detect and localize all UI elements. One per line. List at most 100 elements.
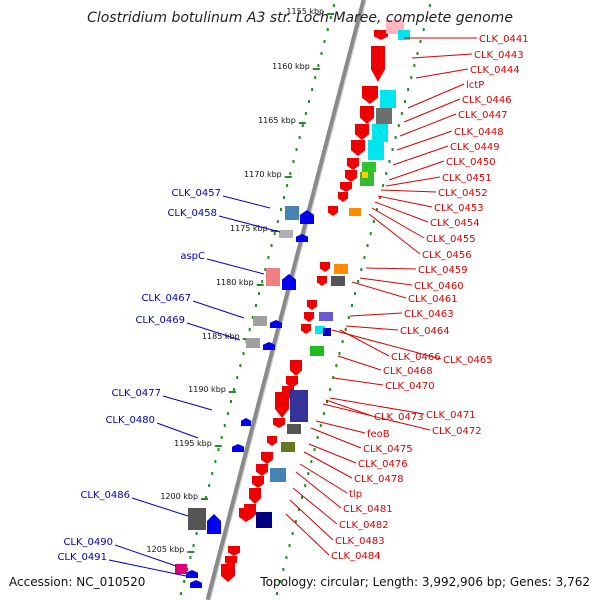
- reverse-gene-label[interactable]: CLK_0482: [339, 520, 389, 531]
- reverse-gene-label[interactable]: CLK_0446: [462, 95, 512, 106]
- reverse-label-leader: [392, 145, 449, 166]
- inner-ring-dot: [416, 52, 419, 55]
- inner-ring-dot: [354, 292, 357, 295]
- inner-ring-dot: [363, 256, 366, 259]
- outer-ring-dot: [258, 292, 261, 295]
- inner-ring-dot: [357, 280, 360, 283]
- tick-label: 1195 kbp: [174, 439, 212, 448]
- reverse-gene-label[interactable]: CLK_0455: [426, 234, 476, 245]
- forward-label-leader: [156, 422, 199, 439]
- reverse-gene-label[interactable]: feoB: [367, 429, 390, 440]
- inner-ring-dot: [347, 316, 350, 319]
- forward-gene-label[interactable]: CLK_0480: [105, 415, 155, 426]
- inner-ring-dot: [382, 184, 385, 187]
- tick-label: 1200 kbp: [160, 492, 198, 501]
- reverse-gene-label[interactable]: CLK_0465: [443, 355, 493, 366]
- forward-gene-label[interactable]: CLK_0458: [167, 208, 217, 219]
- inner-ring-dot: [329, 388, 332, 391]
- forward-gene-arrow: [241, 418, 251, 426]
- outer-ring-dot: [189, 556, 192, 559]
- reverse-gene-label[interactable]: CLK_0483: [335, 536, 385, 547]
- reverse-gene-label[interactable]: CLK_0448: [454, 127, 504, 138]
- feature-block: [380, 90, 396, 108]
- outer-ring-dot: [329, 16, 332, 19]
- reverse-gene-label[interactable]: CLK_0443: [474, 50, 524, 61]
- reverse-label-leader: [403, 98, 461, 123]
- inner-ring-dot: [326, 400, 328, 403]
- inner-ring-dot: [332, 376, 335, 379]
- forward-gene-label[interactable]: aspC: [180, 251, 205, 262]
- reverse-gene-label[interactable]: CLK_0453: [434, 203, 484, 214]
- reverse-gene-label[interactable]: CLK_0476: [358, 459, 408, 470]
- reverse-gene-label[interactable]: CLK_0454: [430, 218, 480, 229]
- inner-ring-dot: [276, 592, 279, 595]
- inner-ring-dot: [388, 160, 391, 163]
- reverse-gene-label[interactable]: CLK_0460: [414, 281, 464, 292]
- outer-ring-dot: [286, 184, 289, 187]
- forward-gene-label[interactable]: CLK_0491: [57, 552, 107, 563]
- reverse-gene-label[interactable]: CLK_0444: [470, 65, 520, 76]
- reverse-gene-label[interactable]: CLK_0468: [383, 366, 433, 377]
- forward-gene-arrow: [270, 320, 282, 328]
- reverse-gene-label[interactable]: CLK_0452: [438, 188, 488, 199]
- feature-block: [256, 512, 272, 528]
- reverse-gene-label[interactable]: CLK_0461: [408, 294, 458, 305]
- reverse-gene-label[interactable]: CLK_0464: [400, 326, 450, 337]
- reverse-label-leader: [411, 53, 473, 59]
- feature-block: [310, 346, 324, 356]
- forward-gene-arrow: [232, 444, 244, 452]
- tick-mark: [298, 122, 306, 124]
- forward-gene-label[interactable]: CLK_0469: [135, 315, 185, 326]
- inner-ring-dot: [297, 508, 300, 511]
- outer-ring-dot: [230, 400, 232, 403]
- outer-ring-dot: [236, 376, 239, 379]
- tick-label: 1205 kbp: [147, 545, 185, 554]
- reverse-gene-label[interactable]: CLK_0471: [426, 410, 476, 421]
- reverse-gene-label[interactable]: CLK_0478: [354, 474, 404, 485]
- reverse-gene-arrow: [347, 158, 359, 170]
- reverse-gene-label[interactable]: lctP: [466, 80, 484, 91]
- feature-block: [281, 442, 295, 452]
- reverse-gene-label[interactable]: CLK_0447: [458, 110, 508, 121]
- reverse-gene-label[interactable]: tlp: [349, 489, 362, 500]
- inner-ring-dot: [294, 520, 297, 523]
- outer-ring-dot: [211, 472, 214, 475]
- scale-ticks: 1155 kbp 1160 kbp 1165 kbp 1170 kbp 1175 kbp…: [147, 7, 335, 554]
- reverse-label-leader: [359, 277, 413, 286]
- reverse-gene-label[interactable]: CLK_0451: [442, 173, 492, 184]
- reverse-gene-label[interactable]: CLK_0470: [385, 381, 435, 392]
- reverse-gene-label[interactable]: CLK_0475: [363, 444, 413, 455]
- reverse-label-leader: [285, 513, 330, 556]
- forward-gene-label[interactable]: CLK_0477: [111, 388, 161, 399]
- reverse-label-leader: [349, 312, 403, 317]
- reverse-gene-label[interactable]: CLK_0466: [391, 352, 441, 363]
- tick-mark: [214, 445, 222, 447]
- outer-ring-dot: [220, 436, 223, 439]
- reverse-gene-arrow: [360, 106, 374, 124]
- reverse-gene-arrow: [317, 276, 327, 286]
- reverse-gene-arrow: [221, 564, 235, 582]
- forward-gene-label[interactable]: CLK_0490: [63, 537, 113, 548]
- forward-label-leader: [108, 559, 187, 577]
- inner-ring-dot: [282, 568, 285, 571]
- inner-ring-dot: [307, 472, 310, 475]
- reverse-gene-label[interactable]: CLK_0441: [479, 34, 529, 45]
- reverse-gene-label[interactable]: CLK_0450: [446, 157, 496, 168]
- outer-ring-dot: [304, 112, 307, 115]
- reverse-gene-label[interactable]: CLK_0484: [331, 551, 381, 562]
- forward-gene-arrow: [190, 580, 202, 588]
- reverse-gene-label[interactable]: CLK_0449: [450, 142, 500, 153]
- inner-ring-dot: [391, 148, 394, 151]
- reverse-gene-label[interactable]: CLK_0472: [432, 426, 482, 437]
- reverse-gene-label[interactable]: CLK_0463: [404, 309, 454, 320]
- reverse-gene-label[interactable]: CLK_0459: [418, 265, 468, 276]
- outer-ring-dot: [317, 64, 320, 67]
- reverse-gene-label[interactable]: CLK_0473: [374, 412, 424, 423]
- forward-gene-label[interactable]: CLK_0457: [171, 188, 221, 199]
- reverse-gene-label[interactable]: CLK_0481: [343, 504, 393, 515]
- inner-ring-dot: [350, 304, 353, 307]
- forward-gene-label[interactable]: CLK_0486: [80, 490, 130, 501]
- reverse-gene-label[interactable]: CLK_0456: [422, 250, 472, 261]
- forward-label-leader: [192, 300, 245, 319]
- forward-gene-label[interactable]: CLK_0467: [141, 293, 191, 304]
